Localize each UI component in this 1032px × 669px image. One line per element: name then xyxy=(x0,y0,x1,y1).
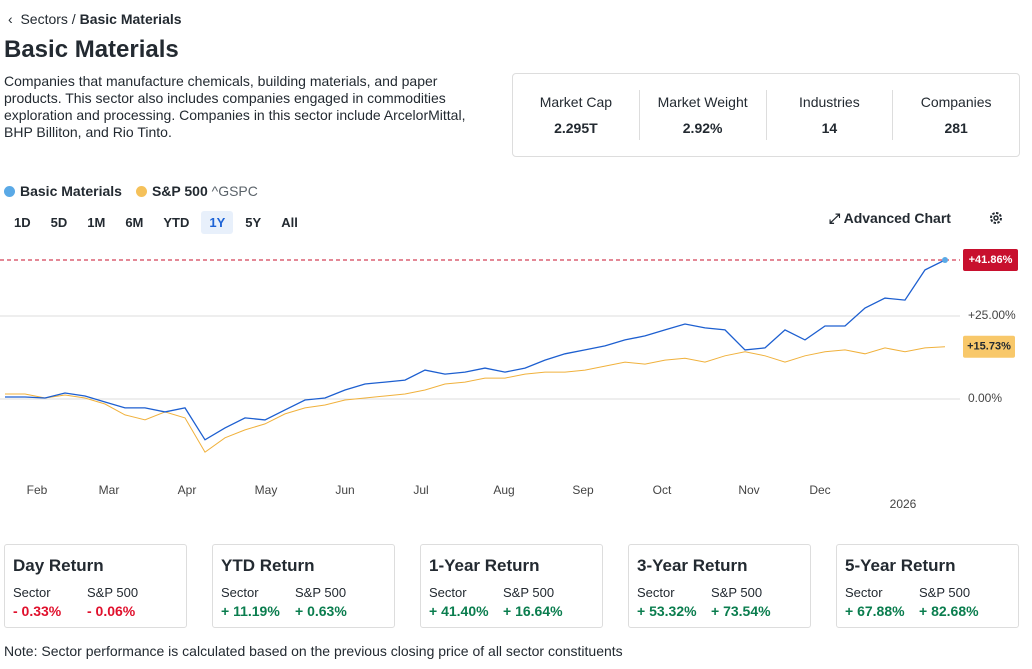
legend-label: Basic Materials xyxy=(20,183,122,199)
x-tick-label: Dec xyxy=(809,483,830,497)
sector-label: Sector xyxy=(845,585,883,600)
sector-label: Sector xyxy=(13,585,51,600)
line-series xyxy=(5,346,946,453)
return-card: 5-Year Return Sector S&P 500 + 67.88% + 82.6… xyxy=(836,544,1019,628)
stat: Market Cap 2.295T xyxy=(513,90,639,140)
page-title: Basic Materials xyxy=(4,36,179,63)
stat-value: 2.92% xyxy=(682,120,723,136)
legend: Basic Materials S&P 500 ^GSPC xyxy=(4,183,258,199)
x-tick-label: Feb xyxy=(27,483,48,497)
range-button[interactable]: YTD xyxy=(163,215,190,230)
stat-label: Companies xyxy=(920,94,992,110)
line-series xyxy=(5,259,946,441)
sector-return: + 11.19% xyxy=(221,603,280,619)
sp-return: + 73.54% xyxy=(711,603,771,619)
x-tick-label: 2026 xyxy=(890,497,917,511)
end-label: +41.86% xyxy=(969,254,1013,266)
range-button[interactable]: 5D xyxy=(50,215,68,230)
x-tick-label: May xyxy=(255,483,278,497)
return-card: YTD Return Sector S&P 500 + 11.19% + 0.63% xyxy=(212,544,395,628)
range-button[interactable]: 6M xyxy=(125,215,144,230)
legend-label: S&P 500 xyxy=(151,183,208,199)
sector-return: + 67.88% xyxy=(845,603,905,619)
x-tick-label: Apr xyxy=(178,483,197,497)
x-tick-label: Aug xyxy=(493,483,514,497)
breadcrumb: ‹ Sectors / Basic Materials xyxy=(8,11,182,27)
sp-label: S&P 500 xyxy=(87,585,139,600)
breadcrumb-parent[interactable]: Sectors xyxy=(20,11,68,27)
range-button[interactable]: 1D xyxy=(14,215,31,230)
note: Note: Sector performance is calculated b… xyxy=(4,643,623,659)
card-title: Day Return xyxy=(13,556,104,575)
stat: Companies 281 xyxy=(892,90,1019,140)
sp-label: S&P 500 xyxy=(919,585,971,600)
x-tick-label: Jul xyxy=(413,483,428,497)
end-label-box xyxy=(963,335,1015,358)
sp-label: S&P 500 xyxy=(295,585,347,600)
card-title: YTD Return xyxy=(221,556,315,575)
stat: Market Weight 2.92% xyxy=(638,90,766,140)
legend-item[interactable]: S&P 500 ^GSPC xyxy=(135,183,258,199)
description: Companies that manufacture chemicals, bu… xyxy=(4,73,466,140)
ticker: ^GSPC xyxy=(211,183,258,199)
range-button[interactable]: All xyxy=(281,215,298,230)
legend-dot xyxy=(4,186,15,197)
chart: 0.00% +25.00% Feb Mar Apr May Jun Jul Aug Sep Oct N… xyxy=(0,249,1018,511)
stat-value: 14 xyxy=(821,120,838,136)
stat-value: 2.295T xyxy=(554,120,598,136)
legend-dot xyxy=(135,186,147,197)
end-label: +15.73% xyxy=(967,341,1011,353)
sector-return: + 41.40% xyxy=(429,603,489,619)
x-tick-label: Jun xyxy=(335,483,354,497)
x-tick-label: Nov xyxy=(738,483,759,497)
end-label-box xyxy=(963,249,1018,272)
x-tick-label: Mar xyxy=(99,483,120,497)
sp-return: + 0.63% xyxy=(295,603,347,619)
sector-label: Sector xyxy=(429,585,467,600)
stat-label: Market Weight xyxy=(657,94,748,110)
sector-label: Sector xyxy=(221,585,259,600)
sector-return: + 53.32% xyxy=(637,603,697,619)
stat-label: Industries xyxy=(799,94,860,110)
card-title: 5-Year Return xyxy=(845,556,956,575)
return-card: 1-Year Return Sector S&P 500 + 41.40% + 16.6… xyxy=(420,544,603,628)
breadcrumb-current: Basic Materials xyxy=(79,11,182,27)
range-button[interactable]: 5Y xyxy=(245,215,262,230)
sector-return: - 0.33% xyxy=(13,603,62,619)
range-selector: 1D 5D 1M 6M YTD 1Y 5Y All xyxy=(6,211,306,234)
stat-label: Market Cap xyxy=(539,94,613,110)
sp-return: - 0.06% xyxy=(87,603,136,619)
end-point xyxy=(942,257,948,264)
advanced-chart-label: Advanced Chart xyxy=(843,210,951,226)
stat-value: 281 xyxy=(944,120,968,136)
return-card: Day Return Sector S&P 500 - 0.33% - 0.06% xyxy=(4,544,187,628)
sp-return: + 82.68% xyxy=(919,603,979,619)
legend-item[interactable]: Basic Materials xyxy=(4,183,122,199)
x-tick-label: Sep xyxy=(572,483,594,497)
stat: Industries 14 xyxy=(765,90,893,140)
settings-icon[interactable] xyxy=(988,210,1004,226)
card-title: 3-Year Return xyxy=(637,556,748,575)
card-title: 1-Year Return xyxy=(429,556,540,575)
sp-return: + 16.64% xyxy=(503,603,563,619)
sector-label: Sector xyxy=(637,585,675,600)
sp-label: S&P 500 xyxy=(503,585,555,600)
range-button[interactable]: 1Y xyxy=(201,211,234,234)
y-tick-label: +25.00% xyxy=(968,308,1016,322)
stats-box: Market Cap 2.295T Market Weight 2.92% Indust… xyxy=(512,73,1020,157)
range-button[interactable]: 1M xyxy=(87,215,106,230)
advanced-chart-button[interactable]: ⤢ Advanced Chart xyxy=(829,210,951,226)
sp-label: S&P 500 xyxy=(711,585,763,600)
y-tick-label: 0.00% xyxy=(968,391,1002,405)
return-card: 3-Year Return Sector S&P 500 + 53.32% + 73.5… xyxy=(628,544,811,628)
x-tick-label: Oct xyxy=(653,483,672,497)
